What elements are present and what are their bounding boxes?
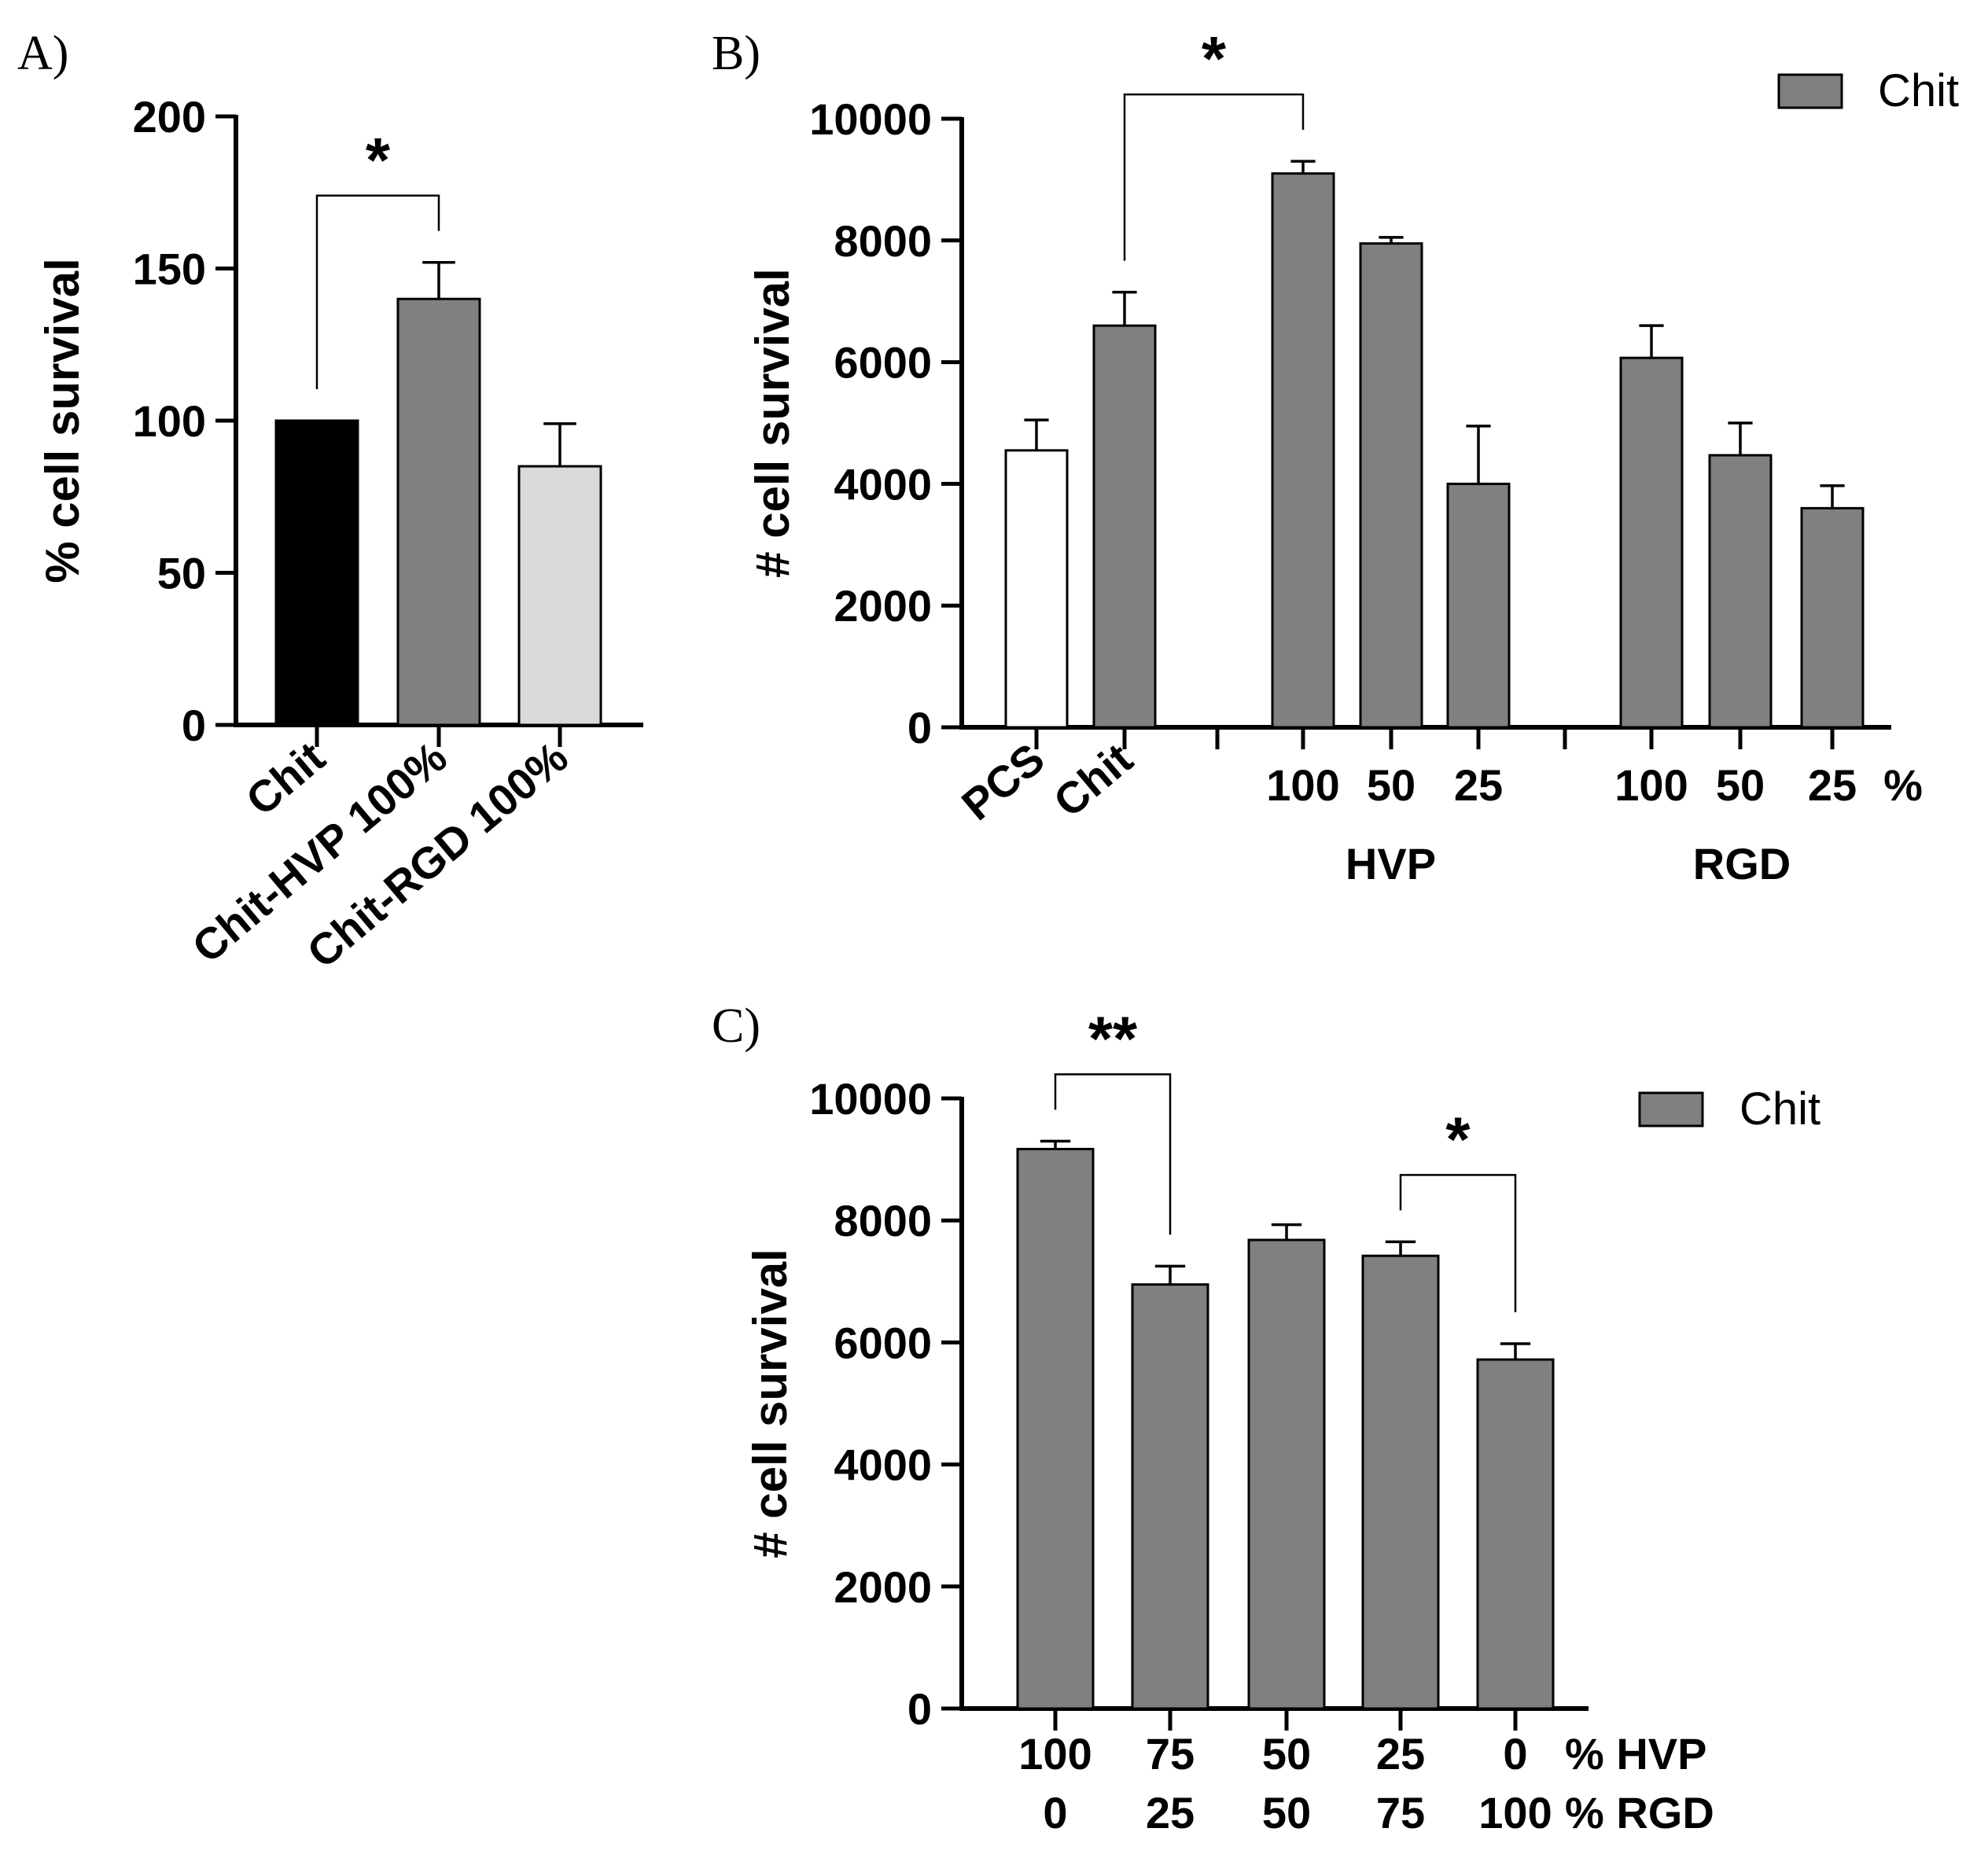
significance-bracket xyxy=(1054,1073,1172,1235)
bar xyxy=(1247,1238,1326,1710)
bar xyxy=(1004,449,1069,729)
x-tick-label-hvp: 50 xyxy=(1262,1729,1311,1779)
x-tick-label: 25 xyxy=(1808,760,1857,810)
legend-label: Chit xyxy=(1878,65,1959,116)
y-tick-label: 6000 xyxy=(834,1318,932,1367)
significance-marker: * xyxy=(366,125,391,195)
x-tick-label-rgd: 50 xyxy=(1262,1788,1311,1837)
y-tick-label: 10000 xyxy=(809,1074,932,1124)
bar xyxy=(274,419,359,727)
y-tick-label: 4000 xyxy=(834,459,932,509)
y-tick-label: 0 xyxy=(182,701,206,750)
panel-b: B)# cell survival0200040006000800010000P… xyxy=(712,24,1959,888)
y-tick-label: 50 xyxy=(157,549,206,598)
y-tick-label: 0 xyxy=(907,1684,932,1734)
panel-label: B) xyxy=(712,27,760,80)
x-tick-label-chit: Chit xyxy=(237,732,334,825)
x-tick-label: 50 xyxy=(1716,760,1765,810)
bar xyxy=(1092,324,1157,729)
y-tick-label: 200 xyxy=(133,92,206,142)
bar xyxy=(1016,1147,1095,1710)
y-tick-label: 100 xyxy=(133,396,206,446)
x-tick-label-hvp: 100 xyxy=(1018,1729,1092,1779)
x-tick-label-rgd: 25 xyxy=(1146,1788,1195,1837)
group-label-rgd: RGD xyxy=(1693,839,1791,888)
x-unit-label: % xyxy=(1883,760,1923,810)
y-axis-title: # cell survival xyxy=(746,268,799,578)
y-tick-label: 0 xyxy=(907,703,932,752)
panel-c: C)# cell survival02000400060008000100001… xyxy=(712,999,1820,1837)
bar xyxy=(1619,356,1684,729)
x-tick-label-rgd: 0 xyxy=(1043,1788,1067,1837)
x-tick-label: 50 xyxy=(1367,760,1416,810)
bar xyxy=(517,465,602,727)
bar xyxy=(1800,506,1865,729)
y-axis-title: # cell survival xyxy=(744,1249,797,1558)
bar xyxy=(1271,172,1335,729)
y-tick-label: 4000 xyxy=(834,1440,932,1490)
x-tick-label-hvp: 25 xyxy=(1376,1729,1425,1779)
row-label-hvp: % HVP xyxy=(1565,1729,1707,1779)
bar xyxy=(1476,1358,1555,1710)
panel-a: A)% cell survival050100150200ChitChit-HV… xyxy=(17,27,643,977)
panel-label: C) xyxy=(712,999,760,1053)
bar xyxy=(1708,454,1773,729)
x-tick-label-rgd: 75 xyxy=(1376,1788,1425,1837)
group-label-hvp: HVP xyxy=(1346,839,1436,888)
panel-label: A) xyxy=(17,27,68,80)
row-label-rgd: % RGD xyxy=(1565,1788,1714,1837)
x-tick-label: 25 xyxy=(1454,760,1503,810)
legend-label: Chit xyxy=(1740,1083,1820,1135)
x-tick-label: 100 xyxy=(1614,760,1688,810)
significance-bracket xyxy=(1399,1174,1517,1312)
y-tick-label: 10000 xyxy=(809,94,932,144)
y-tick-label: 6000 xyxy=(834,338,932,388)
significance-marker: * xyxy=(1445,1104,1471,1174)
x-tick-label: 100 xyxy=(1266,760,1339,810)
legend-swatch xyxy=(1777,73,1843,109)
significance-bracket xyxy=(1123,93,1305,261)
significance-marker: * xyxy=(1202,24,1227,94)
bar xyxy=(1359,242,1423,729)
y-tick-label: 2000 xyxy=(834,581,932,631)
y-tick-label: 8000 xyxy=(834,1196,932,1245)
bar xyxy=(1361,1254,1440,1710)
x-tick-label-rgd: 100 xyxy=(1478,1788,1552,1837)
y-tick-label: 150 xyxy=(133,245,206,294)
x-tick-label-hvp: 0 xyxy=(1503,1729,1527,1779)
x-tick-label-hvp: 75 xyxy=(1146,1729,1195,1779)
y-axis-title: % cell survival xyxy=(36,258,89,583)
x-tick-label-chit: Chit xyxy=(1044,734,1142,826)
bar xyxy=(1131,1283,1209,1710)
bar xyxy=(1446,482,1511,729)
significance-marker: ** xyxy=(1088,1003,1138,1073)
y-tick-label: 8000 xyxy=(834,216,932,266)
legend-swatch xyxy=(1638,1091,1704,1127)
bar xyxy=(396,297,481,727)
y-tick-label: 2000 xyxy=(834,1562,932,1612)
significance-bracket xyxy=(315,194,440,389)
